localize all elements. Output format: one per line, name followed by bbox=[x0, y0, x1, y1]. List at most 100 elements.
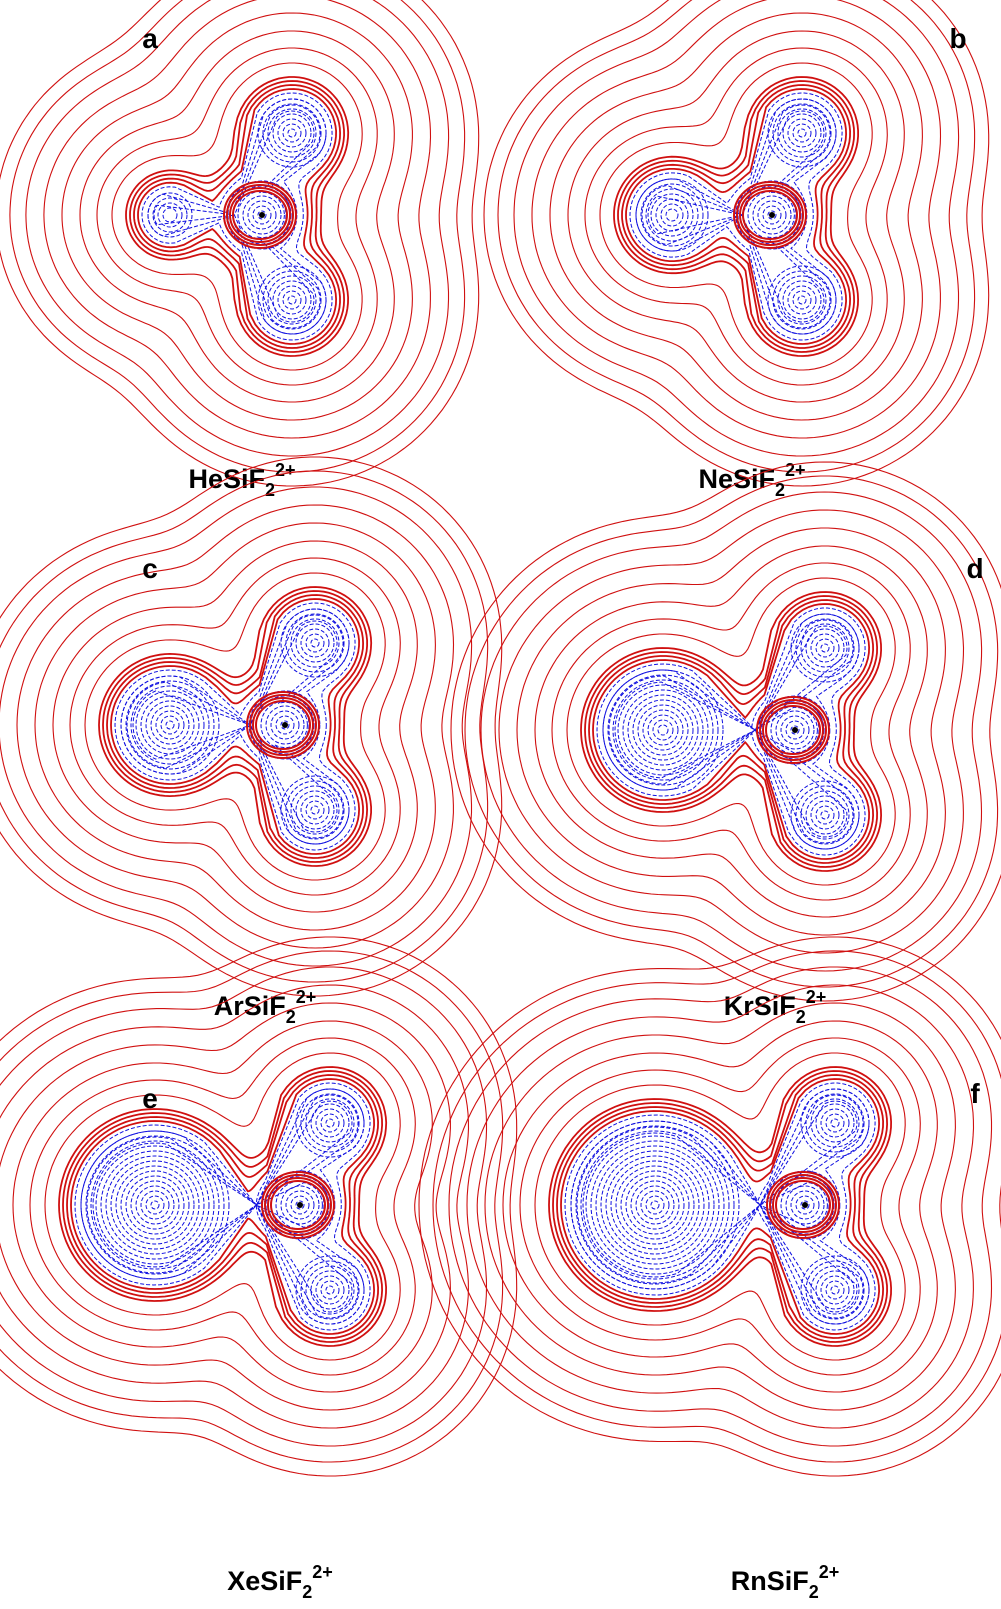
panel-letter: a bbox=[142, 23, 158, 54]
negative-contour bbox=[291, 786, 339, 834]
negative-contour bbox=[268, 276, 316, 324]
negative-contour bbox=[821, 1276, 849, 1304]
negative-contour bbox=[316, 1109, 344, 1137]
positive-contour bbox=[126, 77, 348, 356]
positive-contour bbox=[112, 63, 362, 370]
positive-contour bbox=[138, 89, 336, 344]
figure: aHeSiF22+bNeSiF22+cArSiF22+dKrSiF22+eXeS… bbox=[0, 0, 1001, 1609]
positive-contour bbox=[419, 937, 1001, 1476]
negative-contour bbox=[821, 811, 829, 819]
negative-contour bbox=[283, 124, 301, 142]
negative-contour bbox=[783, 114, 821, 152]
negative-contour bbox=[591, 1141, 719, 1269]
positive-contour bbox=[465, 476, 998, 987]
negative-contour bbox=[581, 1131, 729, 1279]
negative-contour bbox=[608, 675, 718, 785]
negative-contour bbox=[821, 1109, 849, 1137]
negative-contour bbox=[101, 1151, 209, 1259]
negative-contour bbox=[156, 711, 184, 739]
formula: HeSiF22+ bbox=[188, 460, 295, 500]
negative-contour bbox=[263, 104, 321, 162]
negative-contour bbox=[268, 109, 316, 157]
negative-contour bbox=[131, 1181, 179, 1229]
negative-contour bbox=[653, 720, 673, 740]
nucleus bbox=[769, 212, 775, 218]
negative-contour bbox=[631, 1181, 679, 1229]
negative-contour bbox=[288, 296, 296, 304]
positive-contour bbox=[433, 951, 1001, 1462]
negative-contour bbox=[326, 1286, 334, 1294]
negative-contour bbox=[826, 1281, 844, 1299]
negative-contour bbox=[778, 276, 826, 324]
negative-contour bbox=[778, 109, 826, 157]
contour-plot bbox=[419, 937, 1001, 1476]
positive-contour bbox=[567, 578, 895, 885]
negative-contour bbox=[81, 1089, 364, 1324]
negative-contour bbox=[283, 291, 301, 309]
negative-contour bbox=[161, 716, 179, 734]
contour-plot bbox=[484, 0, 989, 486]
negative-contour bbox=[126, 1176, 184, 1234]
formula-base: RnSiF bbox=[731, 1566, 809, 1596]
nucleus bbox=[282, 722, 288, 728]
negative-contour bbox=[651, 194, 693, 236]
negative-contour bbox=[321, 1281, 339, 1299]
negative-contour bbox=[301, 629, 329, 657]
negative-contour bbox=[816, 639, 834, 657]
negative-contour bbox=[616, 1166, 694, 1244]
negative-contour bbox=[658, 725, 668, 735]
negative-contour bbox=[821, 644, 829, 652]
panel-letter: f bbox=[970, 1078, 980, 1109]
negative-contour bbox=[638, 705, 688, 755]
formula-subscript: 2 bbox=[265, 480, 275, 500]
negative-contour bbox=[301, 1094, 359, 1152]
negative-contour bbox=[306, 1099, 354, 1147]
positive-contour bbox=[0, 967, 487, 1446]
negative-contour bbox=[623, 690, 703, 770]
nucleus bbox=[297, 1202, 303, 1208]
negative-contour bbox=[641, 1191, 669, 1219]
negative-contour bbox=[646, 1196, 664, 1214]
negative-contour bbox=[311, 806, 319, 814]
negative-contour bbox=[806, 796, 844, 834]
formula-base: XeSiF bbox=[227, 1566, 302, 1596]
panel-letter: c bbox=[142, 553, 158, 584]
negative-contour bbox=[148, 193, 192, 237]
positive-contour bbox=[80, 31, 394, 402]
negative-contour bbox=[286, 781, 344, 839]
formula-base: NeSiF bbox=[698, 464, 775, 494]
negative-contour bbox=[286, 614, 344, 672]
positive-contour bbox=[62, 13, 412, 420]
negative-contour bbox=[273, 114, 311, 152]
positive-contour bbox=[451, 462, 1001, 1001]
negative-contour bbox=[788, 286, 816, 314]
negative-contour bbox=[811, 1266, 859, 1314]
negative-contour bbox=[301, 1261, 359, 1319]
negative-contour bbox=[646, 189, 698, 241]
negative-contour bbox=[811, 1099, 859, 1147]
positive-contour bbox=[503, 1021, 937, 1392]
positive-contour bbox=[107, 595, 363, 858]
negative-contour bbox=[773, 271, 831, 329]
positive-contour bbox=[593, 604, 869, 859]
contour-plot bbox=[451, 462, 1001, 1001]
positive-contour bbox=[44, 0, 431, 438]
negative-contour bbox=[596, 1146, 714, 1264]
formula-superscript: 2+ bbox=[275, 460, 296, 480]
contour-plot bbox=[0, 0, 479, 486]
negative-contour bbox=[263, 271, 321, 329]
negative-contour bbox=[151, 706, 189, 744]
negative-contour bbox=[311, 1104, 349, 1142]
panel-letter: d bbox=[966, 553, 983, 584]
negative-contour bbox=[793, 124, 811, 142]
negative-contour bbox=[166, 721, 174, 729]
panel-letter: b bbox=[949, 23, 966, 54]
negative-contour bbox=[793, 291, 811, 309]
negative-contour bbox=[311, 639, 319, 647]
nucleus bbox=[792, 727, 798, 733]
negative-contour bbox=[316, 1276, 344, 1304]
positive-contour bbox=[467, 985, 974, 1428]
contour-plot bbox=[0, 457, 502, 996]
negative-contour bbox=[651, 1201, 659, 1209]
negative-contour bbox=[831, 1286, 839, 1294]
